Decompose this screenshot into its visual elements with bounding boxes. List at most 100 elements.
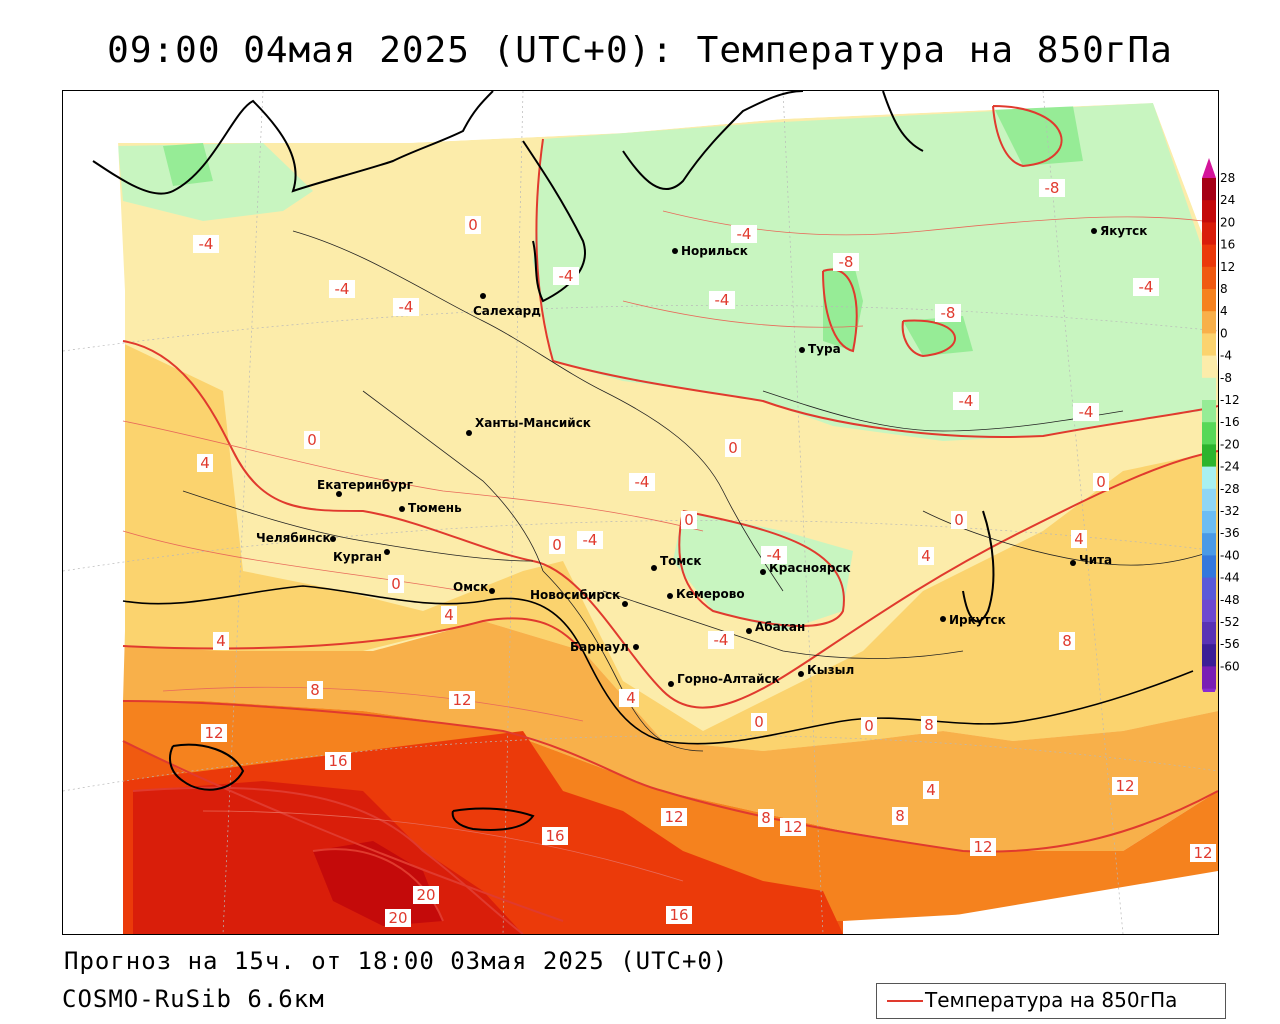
svg-text:-4: -4 [1139,278,1154,296]
iso-label: 0 [751,713,767,731]
svg-text:0: 0 [728,439,738,457]
outside-domain-west [63,91,125,934]
coastlines [92,91,995,831]
graticule [63,91,1218,934]
svg-text:8: 8 [1062,632,1072,650]
svg-text:-4: -4 [715,291,730,309]
city-tyumen[interactable]: Тюмень [399,501,462,515]
city-khanty-mansiysk[interactable]: Ханты-Мансийск [466,416,591,436]
band-8-12 [123,621,1218,851]
svg-text:-8: -8 [839,253,854,271]
colorbar-tick-label: 16 [1220,238,1235,252]
temperature-map[interactable]: Норильск Якутск Салехард Тура Ханты-Манс… [63,91,1218,934]
city-chelyabinsk[interactable]: Челябинск [256,531,336,545]
svg-text:Горно-Алтайск: Горно-Алтайск [677,672,780,686]
iso-label: 0 [1093,473,1109,491]
svg-text:0: 0 [552,536,562,554]
svg-text:Томск: Томск [660,554,702,568]
svg-text:Якутск: Якутск [1100,224,1147,238]
outside-domain-south [843,871,1218,934]
colorbar-tick-label: 0 [1220,326,1228,340]
city-omsk[interactable]: Омск [453,580,495,594]
city-kurgan[interactable]: Курган [333,549,390,564]
band-4-8 [118,341,1218,751]
colorbar-swatch [1202,622,1216,645]
iso-label: 0 [388,575,404,593]
svg-text:-4: -4 [714,631,729,649]
iso-label: 12 [661,808,687,826]
svg-text:-4: -4 [335,280,350,298]
city-tomsk[interactable]: Томск [651,554,702,571]
svg-text:Чита: Чита [1079,553,1112,567]
iso-label: 8 [921,716,937,734]
svg-text:12: 12 [664,808,683,826]
iso-label: 12 [201,724,227,742]
colorbar-swatch [1202,599,1216,623]
iso-label: 0 [681,511,697,529]
svg-text:4: 4 [921,547,931,565]
colorbar-swatch [1202,200,1216,223]
city-irkutsk[interactable]: Иркутск [940,613,1006,627]
svg-text:-4: -4 [635,473,650,491]
iso-label: 4 [213,632,229,650]
svg-text:12: 12 [452,691,471,709]
iso-label: 12 [1112,777,1138,795]
svg-text:0: 0 [954,511,964,529]
city-kemerovo[interactable]: Кемерово [667,587,745,601]
iso-label: 0 [549,536,565,554]
iso-label: 4 [923,781,939,799]
svg-text:-4: -4 [767,546,782,564]
colorbar-tick-label: -32 [1220,504,1240,518]
colorbar-tick-label: -24 [1220,460,1240,474]
colorbar-tick-label: 28 [1220,171,1235,185]
svg-text:8: 8 [761,809,771,827]
svg-text:-4: -4 [583,531,598,549]
city-norilsk[interactable]: Норильск [672,244,748,258]
colorbar-swatch [1202,266,1216,290]
svg-text:0: 0 [864,717,874,735]
colorbar-swatch [1202,444,1216,468]
city-ekaterinburg[interactable]: Екатеринбург [317,478,413,497]
iso-label: 12 [1190,844,1216,862]
colorbar-tick-label: -44 [1220,571,1240,585]
iso-label: 8 [307,681,323,699]
colorbar-swatch [1202,666,1216,690]
svg-text:-4: -4 [1079,403,1094,421]
svg-text:Тюмень: Тюмень [408,501,462,515]
city-tura[interactable]: Тура [799,342,841,356]
iso-label: -4 [1133,278,1159,296]
city-yakutsk[interactable]: Якутск [1091,224,1147,238]
iso-label: -4 [953,392,979,410]
svg-text:4: 4 [1074,530,1084,548]
city-kyzyl[interactable]: Кызыл [798,663,854,677]
iso-label: 4 [918,547,934,565]
city-krasnoyarsk[interactable]: Красноярск [760,561,851,575]
admin-borders [182,230,1214,752]
iso-label: 0 [951,511,967,529]
colorbar-tick-label: -52 [1220,615,1240,629]
iso-label: 16 [542,827,568,845]
iso-label: 8 [1059,632,1075,650]
city-abakan[interactable]: Абакан [746,620,805,634]
map-frame[interactable]: Норильск Якутск Салехард Тура Ханты-Манс… [62,90,1219,935]
iso-label: -4 [577,531,603,549]
city-salekhard[interactable]: Салехард [473,293,541,318]
band-minus4-0-north [118,143,313,221]
colorbar-tick-label: -60 [1220,659,1240,673]
city-gorno-altaysk[interactable]: Горно-Алтайск [668,672,780,687]
city-barnaul[interactable]: Барнаул [570,640,639,654]
city-chita[interactable]: Чита [1070,553,1112,567]
colorbar-tick-label: 8 [1220,282,1228,296]
svg-text:Ханты-Мансийск: Ханты-Мансийск [475,416,591,430]
colorbar-swatch [1202,333,1216,357]
svg-text:Красноярск: Красноярск [769,561,851,575]
colorbar-tick-label: -16 [1220,415,1240,429]
band-minus4-0 [533,103,1203,441]
colorbar-bottom-arrow [1202,688,1216,692]
colorbar-swatch [1202,644,1216,667]
iso-label: 12 [449,691,475,709]
colorbar-swatch [1202,577,1216,601]
svg-text:4: 4 [926,781,936,799]
svg-text:Екатеринбург: Екатеринбург [317,478,413,492]
city-novosibirsk[interactable]: Новосибирск [530,588,628,607]
